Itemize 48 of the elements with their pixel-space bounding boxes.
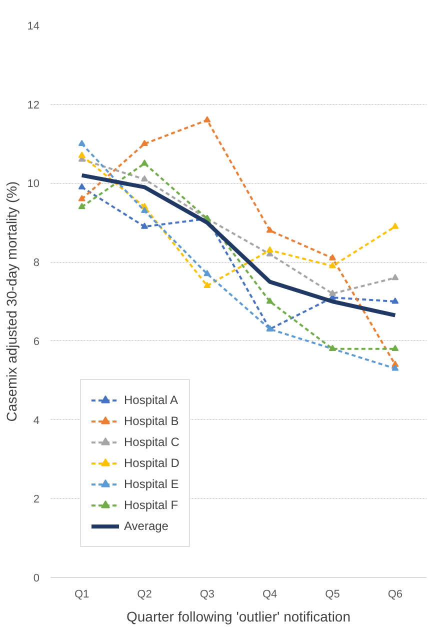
point — [204, 116, 211, 122]
point — [141, 160, 148, 166]
y-tick-label: 12 — [27, 99, 40, 112]
point — [329, 254, 336, 260]
point — [141, 206, 148, 214]
point — [141, 222, 148, 229]
x-tick-label: Q3 — [200, 588, 215, 600]
point — [392, 364, 399, 371]
legend-label: Hospital B — [124, 414, 179, 428]
point — [266, 298, 274, 304]
legend-label: Hospital F — [124, 498, 178, 512]
x-tick-label: Q1 — [74, 588, 90, 600]
legend-label: Hospital C — [124, 435, 180, 449]
point — [78, 140, 86, 146]
y-tick-label: 4 — [33, 414, 40, 427]
y-tick-label: 10 — [27, 178, 40, 190]
point — [78, 152, 86, 158]
point — [204, 270, 211, 276]
point — [392, 222, 399, 229]
y-tick-label: 8 — [33, 257, 40, 270]
point — [392, 274, 399, 280]
x-axis-title: Quarter following 'outlier' notification — [126, 608, 351, 624]
point — [141, 175, 148, 182]
legend-label: Hospital D — [124, 456, 180, 470]
y-tick-label: 2 — [33, 494, 40, 506]
legend-label: Average — [124, 519, 168, 533]
point — [78, 183, 86, 190]
y-tick-label: 14 — [27, 20, 40, 32]
point — [266, 226, 274, 233]
x-tick-label: Q4 — [262, 588, 278, 600]
x-tick-label: Q6 — [388, 588, 403, 600]
legend-label: Hospital E — [124, 477, 179, 491]
legend-label: Hospital A — [124, 393, 178, 407]
point — [329, 290, 336, 296]
y-tick-label: 6 — [33, 336, 40, 348]
point — [266, 246, 274, 252]
line-series — [80, 173, 398, 318]
y-axis-title: Casemix adjusted 30-day mortality (%) — [3, 181, 20, 422]
x-tick-label: Q2 — [137, 588, 152, 600]
point — [141, 140, 148, 146]
point — [78, 202, 86, 210]
y-tick-label: 0 — [33, 572, 40, 584]
x-tick-label: Q5 — [325, 588, 340, 600]
point — [392, 298, 399, 304]
point — [78, 195, 86, 202]
point — [392, 344, 399, 352]
point — [204, 282, 211, 288]
point — [329, 262, 336, 268]
